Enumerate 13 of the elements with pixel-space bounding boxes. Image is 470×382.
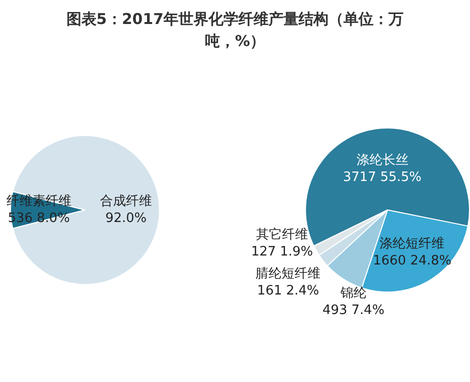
slice-label: 合成纤维 — [100, 194, 152, 209]
data-label: 493 7.4% — [322, 303, 384, 318]
text: 图表5：2017年世界化学纤维产量结构（单位：万吨，%） — [65, 9, 405, 52]
slice-label: 其它纤维 — [256, 226, 308, 243]
slice-label: 腈纶短纤维 — [256, 266, 321, 282]
data-label: 92.0% — [105, 210, 147, 226]
data-label: 161 2.4% — [257, 283, 320, 298]
data-label: 127 1.9% — [251, 244, 314, 260]
slice-label: 涤纶长丝 — [356, 153, 408, 168]
data-label: 3717 55.5% — [342, 170, 422, 186]
slice-label: 涤纶短纤维 — [380, 236, 445, 252]
slice-label: 锦纶 — [339, 286, 366, 302]
data-label: 1660 24.8% — [372, 253, 452, 268]
